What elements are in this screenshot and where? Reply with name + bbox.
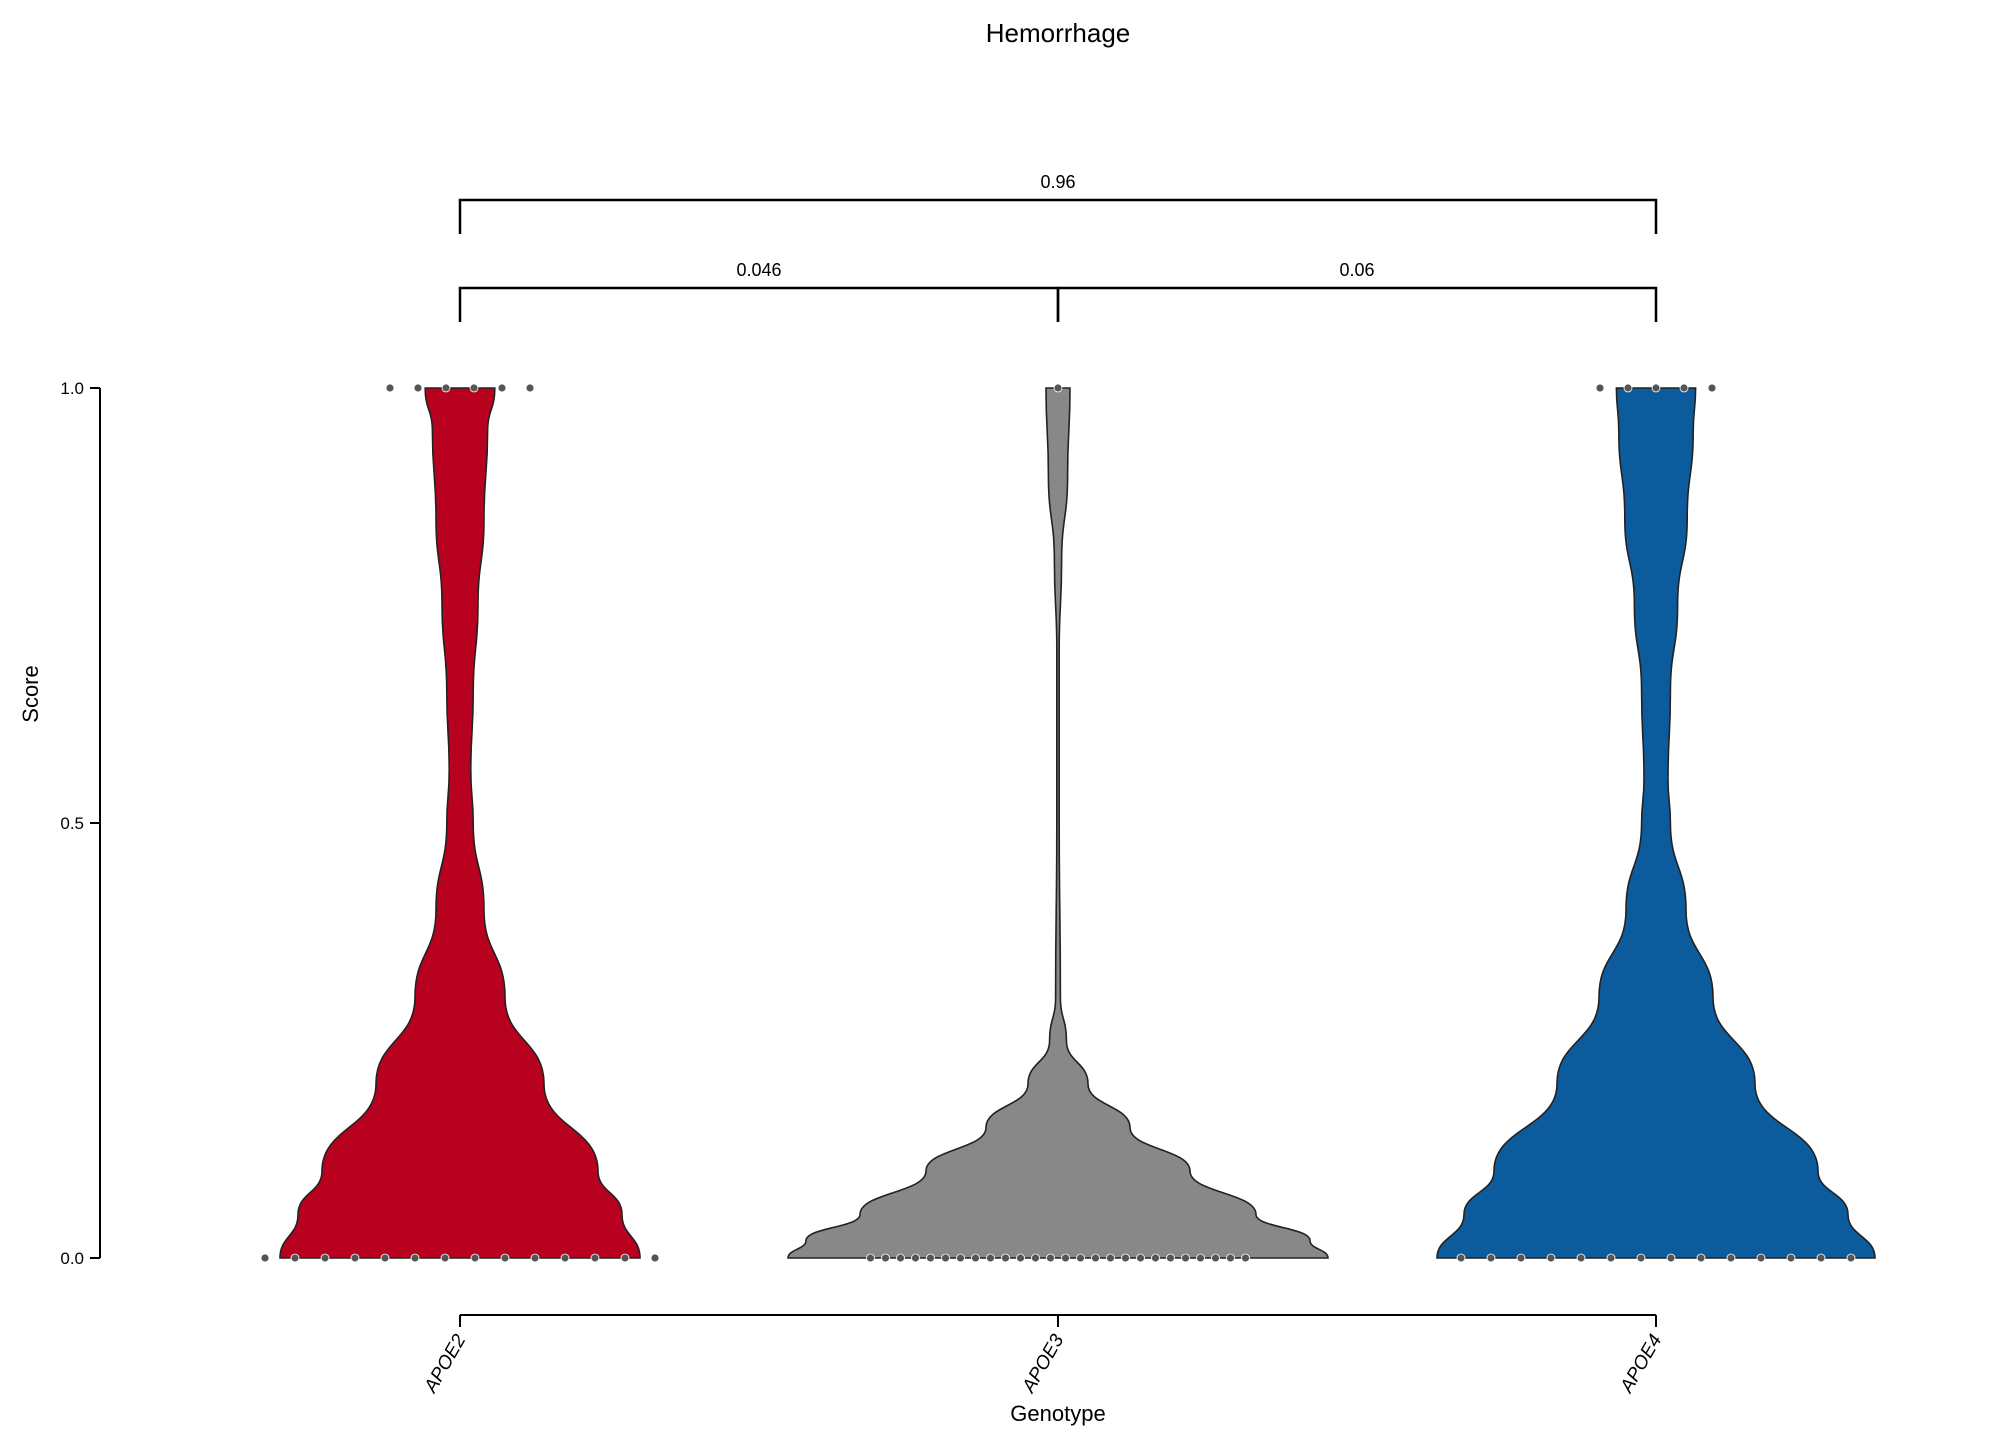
- y-tick-label: 0.5: [60, 814, 84, 833]
- data-point: [1076, 1253, 1085, 1263]
- p-value-label: 0.96: [1040, 172, 1075, 192]
- data-point: [1623, 383, 1633, 393]
- x-axis-label: Genotype: [1010, 1401, 1105, 1426]
- chart-title: Hemorrhage: [986, 18, 1131, 48]
- data-point: [911, 1253, 920, 1263]
- y-tick-label: 1.0: [60, 379, 84, 398]
- data-point: [500, 1253, 510, 1263]
- data-point: [1241, 1253, 1250, 1263]
- data-point: [260, 1253, 270, 1263]
- bracket-apoe3-apoe4: [1056, 286, 1658, 322]
- bracket-apoe2-apoe3: [458, 286, 1060, 322]
- x-axis: APOE2 APOE3 APOE4: [420, 1314, 1666, 1398]
- significance-brackets: 0.046 0.06 0.96: [458, 172, 1658, 322]
- data-point: [385, 383, 395, 393]
- violin-apoe2: [279, 387, 641, 1259]
- data-point: [1816, 1253, 1826, 1263]
- data-point: [1636, 1253, 1646, 1263]
- data-point: [1516, 1253, 1526, 1263]
- data-point: [881, 1253, 890, 1263]
- data-point: [525, 383, 535, 393]
- data-point: [380, 1253, 390, 1263]
- data-point: [290, 1253, 300, 1263]
- data-point: [410, 1253, 420, 1263]
- data-point: [1546, 1253, 1556, 1263]
- data-point: [1091, 1253, 1100, 1263]
- p-value-label: 0.06: [1339, 260, 1374, 280]
- data-point: [1016, 1253, 1025, 1263]
- data-point: [866, 1253, 875, 1263]
- data-point: [650, 1253, 660, 1263]
- data-point: [1166, 1253, 1175, 1263]
- data-point: [896, 1253, 905, 1263]
- data-point: [1486, 1253, 1496, 1263]
- data-point: [470, 1253, 480, 1263]
- data-point: [590, 1253, 600, 1263]
- data-point: [1001, 1253, 1010, 1263]
- data-point: [956, 1253, 965, 1263]
- data-point: [941, 1253, 950, 1263]
- data-point: [986, 1253, 995, 1263]
- data-point: [1211, 1253, 1220, 1263]
- data-point: [1046, 1253, 1055, 1263]
- data-point: [1606, 1253, 1616, 1263]
- data-point: [1456, 1253, 1466, 1263]
- data-point: [1696, 1253, 1706, 1263]
- violin-apoe4: [1436, 387, 1876, 1259]
- data-point: [1666, 1253, 1676, 1263]
- data-point: [560, 1253, 570, 1263]
- data-point: [1786, 1253, 1796, 1263]
- data-point: [413, 383, 423, 393]
- data-point: [620, 1253, 630, 1263]
- dot-layer: [260, 383, 1856, 1263]
- data-point: [1595, 383, 1605, 393]
- data-point: [1151, 1253, 1160, 1263]
- data-point: [469, 383, 479, 393]
- data-point: [1196, 1253, 1205, 1263]
- y-axis: 0.0 0.5 1.0: [60, 379, 101, 1268]
- data-point: [440, 1253, 450, 1263]
- data-point: [1121, 1253, 1130, 1263]
- data-point: [1226, 1253, 1235, 1263]
- data-point: [1846, 1253, 1856, 1263]
- x-tick-label-apoe2: APOE2: [420, 1331, 471, 1398]
- data-point: [971, 1253, 980, 1263]
- y-tick-label: 0.0: [60, 1249, 84, 1268]
- data-point: [497, 383, 507, 393]
- x-tick-label-apoe3: APOE3: [1018, 1331, 1069, 1398]
- data-point: [1679, 383, 1689, 393]
- bracket-apoe2-apoe4: [458, 198, 1658, 234]
- x-tick-label-apoe4: APOE4: [1616, 1331, 1666, 1397]
- data-point: [1053, 383, 1063, 393]
- data-point: [441, 383, 451, 393]
- data-point: [1707, 383, 1717, 393]
- data-point: [1756, 1253, 1766, 1263]
- data-point: [926, 1253, 935, 1263]
- violin-apoe3: [787, 387, 1329, 1259]
- data-point: [1651, 383, 1661, 393]
- violin-layer: [279, 387, 1876, 1259]
- data-point: [1576, 1253, 1586, 1263]
- y-axis-label: Score: [18, 665, 43, 722]
- data-point: [1031, 1253, 1040, 1263]
- data-point: [1726, 1253, 1736, 1263]
- data-point: [350, 1253, 360, 1263]
- data-point: [1106, 1253, 1115, 1263]
- data-point: [1061, 1253, 1070, 1263]
- data-point: [530, 1253, 540, 1263]
- p-value-label: 0.046: [736, 260, 781, 280]
- data-point: [1181, 1253, 1190, 1263]
- data-point: [1136, 1253, 1145, 1263]
- data-point: [320, 1253, 330, 1263]
